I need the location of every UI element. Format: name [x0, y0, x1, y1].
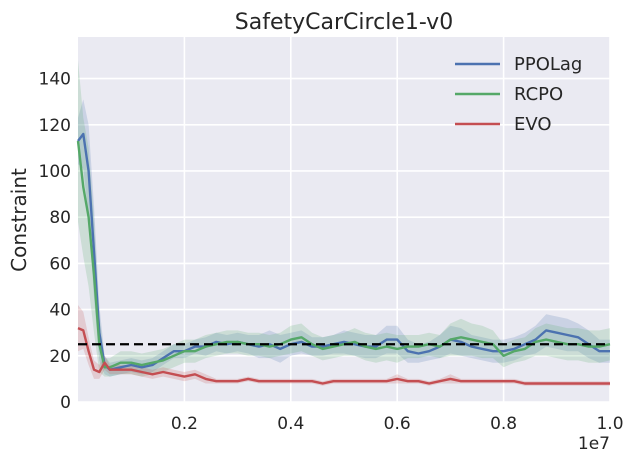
series-lines	[76, 132, 611, 385]
y-tick-label: 140	[39, 70, 71, 90]
y-tick-label: 80	[49, 208, 71, 228]
y-tick-label: 60	[49, 254, 71, 274]
legend: PPOLag RCPO EVO	[455, 54, 582, 135]
x-tick-label: 1.0	[596, 414, 623, 434]
x-offset-label: 1e7	[578, 434, 610, 454]
y-tick-label: 100	[39, 162, 71, 182]
ppolag-band	[78, 99, 610, 377]
grid	[78, 37, 611, 403]
legend-label-rcpo: RCPO	[514, 84, 563, 105]
y-tick-label: 120	[39, 116, 71, 136]
y-tick-label: 40	[49, 301, 71, 321]
y-tick-label: 0	[60, 393, 71, 413]
x-tick-label: 0.2	[171, 414, 198, 434]
evo-line	[77, 326, 610, 385]
legend-label-evo: EVO	[514, 114, 552, 135]
legend-label-ppolag: PPOLag	[514, 54, 582, 75]
y-axis-ticks: 0 20 40 60 80 100 120 140	[39, 70, 71, 413]
rcpo-line	[76, 140, 611, 369]
y-axis-label: Constraint	[7, 168, 31, 272]
x-tick-label: 0.6	[384, 414, 411, 434]
x-axis-ticks: 0.2 0.4 0.6 0.8 1.0	[171, 414, 624, 434]
ppolag-line	[77, 132, 610, 371]
x-tick-label: 0.8	[490, 414, 517, 434]
chart-title: SafetyCarCircle1-v0	[235, 10, 453, 35]
x-tick-label: 0.4	[277, 414, 304, 434]
y-tick-label: 20	[49, 347, 71, 367]
